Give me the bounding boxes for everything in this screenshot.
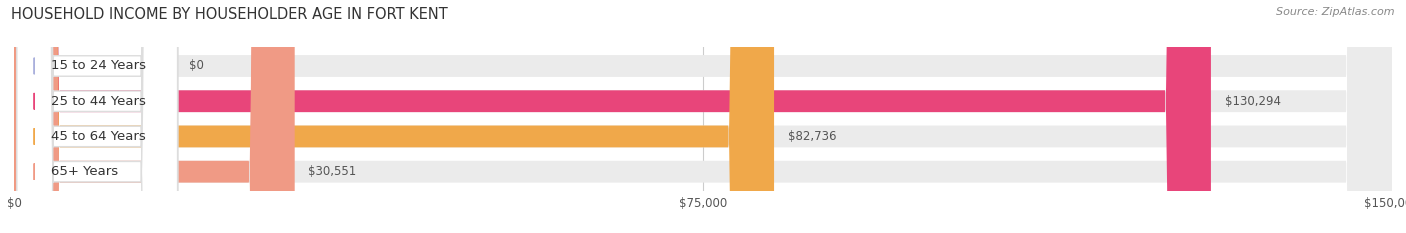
FancyBboxPatch shape bbox=[17, 0, 177, 233]
Text: $0: $0 bbox=[188, 59, 204, 72]
Text: Source: ZipAtlas.com: Source: ZipAtlas.com bbox=[1277, 7, 1395, 17]
FancyBboxPatch shape bbox=[17, 0, 177, 233]
FancyBboxPatch shape bbox=[14, 0, 1211, 233]
Text: 65+ Years: 65+ Years bbox=[51, 165, 118, 178]
Text: 15 to 24 Years: 15 to 24 Years bbox=[51, 59, 146, 72]
Text: $30,551: $30,551 bbox=[308, 165, 357, 178]
FancyBboxPatch shape bbox=[14, 0, 1392, 233]
Text: $82,736: $82,736 bbox=[787, 130, 837, 143]
FancyBboxPatch shape bbox=[17, 0, 177, 233]
Text: $130,294: $130,294 bbox=[1225, 95, 1281, 108]
Text: HOUSEHOLD INCOME BY HOUSEHOLDER AGE IN FORT KENT: HOUSEHOLD INCOME BY HOUSEHOLDER AGE IN F… bbox=[11, 7, 449, 22]
FancyBboxPatch shape bbox=[14, 0, 1392, 233]
FancyBboxPatch shape bbox=[14, 0, 775, 233]
FancyBboxPatch shape bbox=[14, 0, 295, 233]
Text: 25 to 44 Years: 25 to 44 Years bbox=[51, 95, 146, 108]
FancyBboxPatch shape bbox=[14, 0, 1392, 233]
FancyBboxPatch shape bbox=[17, 0, 177, 233]
Text: 45 to 64 Years: 45 to 64 Years bbox=[51, 130, 146, 143]
FancyBboxPatch shape bbox=[14, 0, 1392, 233]
